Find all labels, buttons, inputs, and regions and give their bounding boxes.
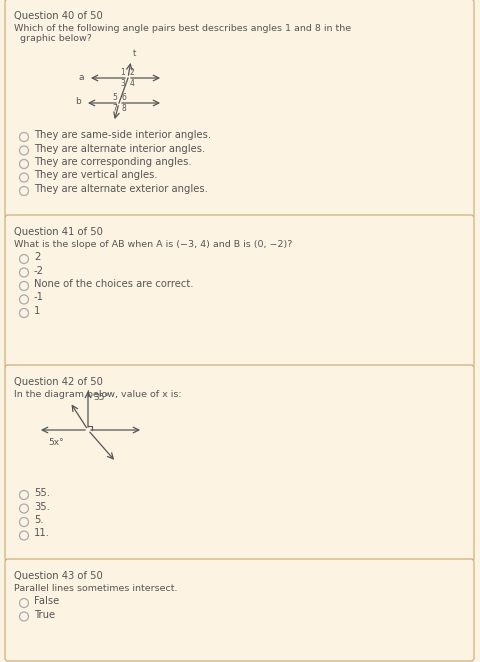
Text: 2: 2 — [34, 252, 40, 262]
Text: a: a — [79, 73, 84, 81]
Text: Question 42 of 50: Question 42 of 50 — [14, 377, 103, 387]
Text: graphic below?: graphic below? — [14, 34, 92, 43]
Text: 1: 1 — [120, 68, 125, 77]
Text: They are vertical angles.: They are vertical angles. — [34, 171, 157, 181]
Text: 2: 2 — [130, 68, 135, 77]
Text: They are same-side interior angles.: They are same-side interior angles. — [34, 130, 211, 140]
Text: True: True — [34, 610, 55, 620]
Text: -2: -2 — [34, 265, 44, 275]
Text: Parallel lines sometimes intersect.: Parallel lines sometimes intersect. — [14, 584, 178, 593]
Text: 8: 8 — [121, 104, 126, 113]
Text: None of the choices are correct.: None of the choices are correct. — [34, 279, 193, 289]
Text: 5.: 5. — [34, 515, 44, 525]
Text: 55.: 55. — [34, 488, 50, 498]
Text: 3: 3 — [120, 79, 125, 88]
Text: 35.: 35. — [34, 502, 50, 512]
FancyBboxPatch shape — [5, 559, 474, 661]
Text: They are alternate interior angles.: They are alternate interior angles. — [34, 144, 205, 154]
Text: Question 41 of 50: Question 41 of 50 — [14, 227, 103, 237]
Text: What is the slope of AB when A is (−3, 4) and B is (0, −2)?: What is the slope of AB when A is (−3, 4… — [14, 240, 292, 249]
FancyBboxPatch shape — [5, 215, 474, 368]
Text: -1: -1 — [34, 293, 44, 303]
Text: Which of the following angle pairs best describes angles 1 and 8 in the: Which of the following angle pairs best … — [14, 24, 351, 33]
Text: Question 43 of 50: Question 43 of 50 — [14, 571, 103, 581]
Text: Question 40 of 50: Question 40 of 50 — [14, 11, 103, 21]
Text: 35°: 35° — [93, 393, 109, 402]
Text: False: False — [34, 596, 59, 606]
Text: They are corresponding angles.: They are corresponding angles. — [34, 157, 192, 167]
Text: 1: 1 — [34, 306, 40, 316]
Text: 7: 7 — [112, 104, 117, 113]
Text: In the diagram below, value of x is:: In the diagram below, value of x is: — [14, 390, 181, 399]
Text: t: t — [133, 49, 136, 58]
Text: b: b — [75, 97, 81, 107]
Text: They are alternate exterior angles.: They are alternate exterior angles. — [34, 184, 208, 194]
Text: 5x°: 5x° — [48, 438, 64, 447]
FancyBboxPatch shape — [5, 0, 474, 218]
Text: 6: 6 — [121, 93, 126, 102]
Text: 5: 5 — [112, 93, 117, 102]
Text: 4: 4 — [130, 79, 135, 88]
FancyBboxPatch shape — [5, 365, 474, 561]
Text: 11.: 11. — [34, 528, 50, 538]
